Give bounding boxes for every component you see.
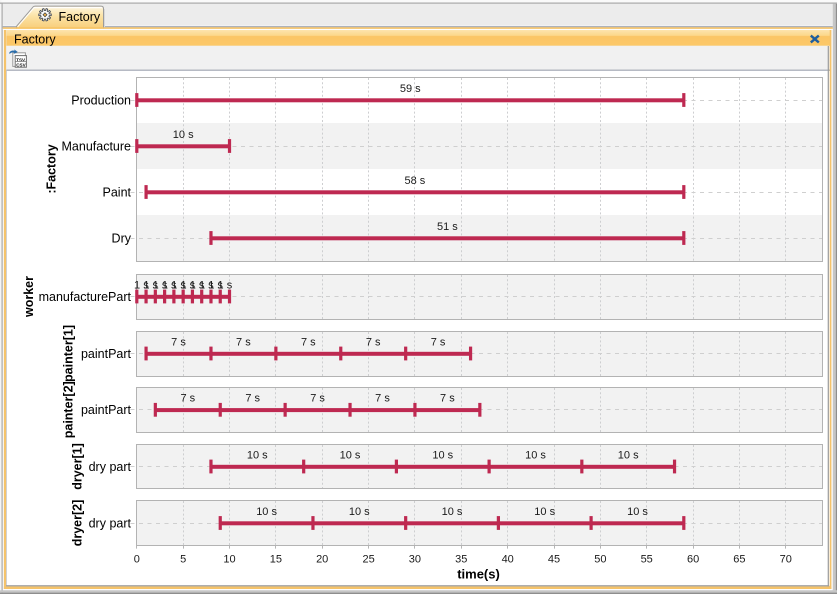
svg-text:Factory: Factory	[59, 10, 101, 24]
svg-text:dryer[1]: dryer[1]	[71, 443, 85, 490]
svg-text:25: 25	[362, 554, 374, 566]
svg-text:10: 10	[223, 554, 235, 566]
svg-text:7 s: 7 s	[431, 336, 446, 348]
svg-text:10 s: 10 s	[432, 449, 453, 461]
svg-text:time(s): time(s)	[457, 566, 500, 581]
svg-text:1 s: 1 s	[153, 279, 168, 291]
svg-text:51 s: 51 s	[437, 221, 458, 233]
svg-text:7 s: 7 s	[366, 336, 381, 348]
svg-text:Factory: Factory	[14, 33, 56, 47]
svg-text:10 s: 10 s	[618, 449, 639, 461]
svg-text:CSV: CSV	[16, 62, 26, 67]
svg-text:7 s: 7 s	[245, 393, 260, 405]
svg-text:10 s: 10 s	[525, 449, 546, 461]
svg-text:30: 30	[409, 554, 421, 566]
svg-text:10 s: 10 s	[627, 506, 648, 518]
svg-text:1 s: 1 s	[218, 279, 233, 291]
svg-text:7 s: 7 s	[180, 393, 195, 405]
svg-text:paintPart: paintPart	[81, 403, 132, 417]
svg-text:59 s: 59 s	[400, 83, 421, 95]
svg-text:60: 60	[687, 554, 699, 566]
svg-text:Paint: Paint	[103, 185, 132, 199]
svg-text:7 s: 7 s	[310, 393, 325, 405]
svg-text:20: 20	[316, 554, 328, 566]
svg-text:1 s: 1 s	[199, 279, 214, 291]
svg-text:1 s: 1 s	[190, 279, 205, 291]
svg-text:35: 35	[455, 554, 467, 566]
svg-text:1 s: 1 s	[143, 279, 158, 291]
svg-text:10 s: 10 s	[256, 506, 277, 518]
svg-text:50: 50	[594, 554, 606, 566]
svg-text:7 s: 7 s	[171, 336, 186, 348]
svg-text:paintPart: paintPart	[81, 347, 132, 361]
svg-text:58 s: 58 s	[405, 175, 426, 187]
svg-text:manufacturePart: manufacturePart	[39, 290, 132, 304]
svg-text::Factory: :Factory	[45, 144, 59, 193]
svg-text:0: 0	[134, 554, 140, 566]
svg-text:TSV: TSV	[16, 57, 26, 62]
svg-text:1 s: 1 s	[171, 279, 186, 291]
svg-text:10 s: 10 s	[534, 506, 555, 518]
svg-text:45: 45	[548, 554, 560, 566]
svg-text:70: 70	[780, 554, 792, 566]
svg-text:Manufacture: Manufacture	[62, 139, 132, 153]
svg-text:10 s: 10 s	[442, 506, 463, 518]
svg-text:7 s: 7 s	[301, 336, 316, 348]
svg-text:7 s: 7 s	[236, 336, 251, 348]
svg-text:10 s: 10 s	[340, 449, 361, 461]
svg-text:55: 55	[641, 554, 653, 566]
svg-text:dry part: dry part	[89, 460, 132, 474]
svg-text:10 s: 10 s	[247, 449, 268, 461]
svg-text:painter[2]: painter[2]	[62, 381, 76, 438]
svg-text:Dry: Dry	[112, 231, 132, 245]
svg-text:worker: worker	[22, 276, 36, 318]
svg-text:1 s: 1 s	[162, 279, 177, 291]
svg-text:15: 15	[270, 554, 282, 566]
svg-text:Production: Production	[71, 93, 131, 107]
svg-text:1 s: 1 s	[180, 279, 195, 291]
svg-text:10 s: 10 s	[349, 506, 370, 518]
svg-text:5: 5	[180, 554, 186, 566]
svg-text:1 s: 1 s	[208, 279, 223, 291]
svg-text:1 s: 1 s	[134, 279, 149, 291]
svg-text:40: 40	[502, 554, 514, 566]
svg-text:painter[1]: painter[1]	[62, 325, 76, 382]
svg-text:10 s: 10 s	[173, 129, 194, 141]
svg-text:dry part: dry part	[89, 516, 132, 530]
svg-text:7 s: 7 s	[375, 393, 390, 405]
svg-text:7 s: 7 s	[440, 393, 455, 405]
svg-text:dryer[2]: dryer[2]	[71, 500, 85, 547]
svg-text:65: 65	[733, 554, 745, 566]
